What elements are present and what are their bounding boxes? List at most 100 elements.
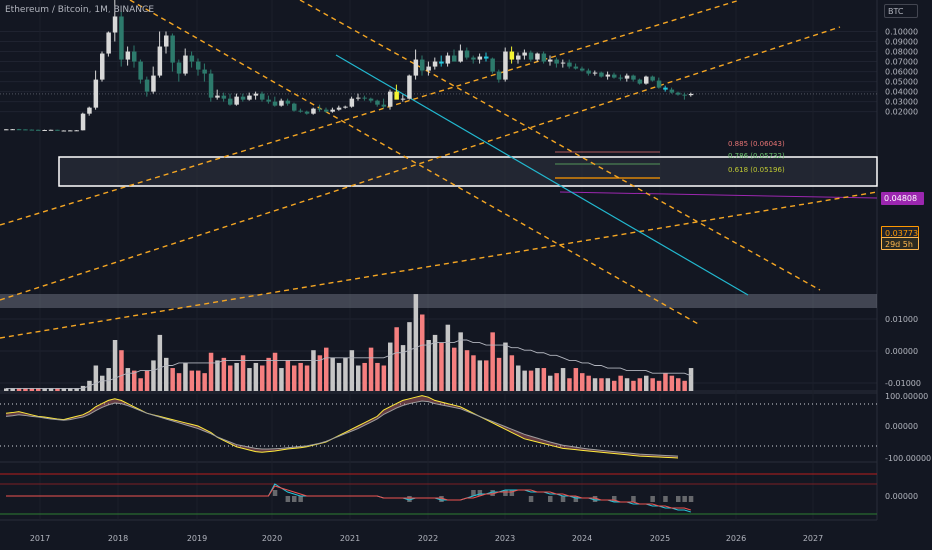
macd-hist-bar bbox=[471, 490, 476, 496]
candle-body bbox=[688, 93, 694, 96]
volume-bar bbox=[426, 340, 431, 391]
volume-bar bbox=[138, 378, 143, 391]
macd-hist-bar bbox=[528, 496, 534, 502]
y-tick-label: 100.00000 bbox=[885, 392, 928, 401]
volume-bar bbox=[304, 365, 310, 391]
currency-badge[interactable]: BTC bbox=[884, 4, 918, 18]
y-tick-label: 0.02000 bbox=[885, 108, 918, 117]
candle-body bbox=[516, 55, 521, 60]
volume-bar bbox=[381, 365, 387, 391]
candle-body bbox=[170, 35, 175, 63]
volume-bar bbox=[157, 334, 163, 391]
price-axis[interactable]: 0.100000.090000.080000.070000.060000.050… bbox=[885, 28, 931, 502]
volume-bar bbox=[656, 380, 662, 391]
candle-body bbox=[580, 68, 585, 71]
volume-bar bbox=[144, 370, 150, 391]
fib-label: 0.786 (0.05732) bbox=[728, 152, 785, 160]
volume-bar bbox=[292, 365, 297, 391]
x-tick-label: 2023 bbox=[495, 534, 515, 543]
candle-body bbox=[669, 89, 675, 93]
volume-bar bbox=[612, 380, 617, 391]
volume-bar bbox=[516, 365, 521, 391]
y-tick-label: 0.05000 bbox=[885, 78, 918, 87]
volume-bar bbox=[10, 388, 15, 391]
candle-body bbox=[330, 109, 335, 112]
current-price-tag: 0.03773 bbox=[881, 226, 919, 239]
x-tick-label: 2025 bbox=[650, 534, 670, 543]
volume-bar bbox=[55, 388, 60, 391]
candle-body bbox=[490, 58, 495, 72]
candle-body bbox=[362, 97, 367, 99]
candle-body bbox=[400, 98, 406, 100]
volume-bar bbox=[48, 388, 54, 391]
candle-body bbox=[484, 56, 489, 59]
volume-bar bbox=[183, 362, 188, 391]
macd-hist-bar bbox=[292, 496, 297, 502]
volume-bar bbox=[400, 345, 406, 391]
x-tick-label: 2019 bbox=[187, 534, 207, 543]
volume-bar bbox=[503, 342, 508, 391]
volume-bar bbox=[663, 373, 668, 391]
candle-body bbox=[61, 130, 67, 132]
volume-bar bbox=[125, 368, 131, 391]
candle-body bbox=[138, 61, 143, 80]
candle-body bbox=[279, 100, 284, 106]
macd-hist-bar bbox=[631, 496, 636, 502]
volume-bar bbox=[324, 347, 329, 391]
zones bbox=[0, 156, 878, 308]
x-tick-label: 2024 bbox=[572, 534, 592, 543]
volume-bar bbox=[349, 350, 355, 391]
fib-label: 0.885 (0.06043) bbox=[728, 140, 785, 148]
volume-bar bbox=[420, 314, 425, 391]
volume-bar bbox=[208, 352, 214, 391]
candle-body bbox=[260, 93, 265, 100]
volume-bar bbox=[253, 362, 259, 391]
volume-bar bbox=[669, 375, 675, 391]
candle-body bbox=[388, 91, 393, 107]
candle-body bbox=[10, 129, 15, 131]
y-tick-label: 0.07000 bbox=[885, 58, 918, 67]
volume-bar bbox=[688, 368, 694, 391]
volume-bar bbox=[592, 378, 598, 391]
time-axis[interactable]: 2017 2018 2019 2020 2021 2022 2023 2024 2025 2026… bbox=[30, 534, 823, 543]
candle-body bbox=[650, 76, 655, 81]
volume-bar bbox=[644, 375, 649, 391]
y-tick-label: 0.09000 bbox=[885, 38, 918, 47]
volume-bar bbox=[247, 368, 252, 391]
candle-body bbox=[298, 110, 303, 112]
x-tick-label: 2021 bbox=[340, 534, 360, 543]
volume-pane bbox=[4, 294, 694, 391]
y-tick-label: -0.01000 bbox=[885, 379, 921, 388]
volume-bar bbox=[330, 357, 335, 391]
x-tick-label: 2026 bbox=[726, 534, 746, 543]
candle-body bbox=[548, 59, 553, 62]
volume-bar bbox=[221, 357, 227, 391]
candle-body bbox=[605, 74, 611, 77]
candle-body bbox=[528, 52, 534, 60]
volume-bar bbox=[548, 375, 553, 391]
bar-countdown-tag: 29d 5h bbox=[881, 237, 919, 250]
volume-bar bbox=[560, 368, 566, 391]
down-trend-2 bbox=[129, 0, 701, 326]
candle-body bbox=[452, 55, 457, 62]
volume-bar bbox=[100, 375, 105, 391]
candle-body bbox=[48, 129, 54, 131]
candle-body bbox=[42, 129, 47, 131]
volume-bar bbox=[36, 388, 41, 391]
volume-bar bbox=[394, 327, 399, 391]
symbol-title[interactable]: Ethereum / Bitcoin, 1M, BINANCE bbox=[5, 5, 154, 15]
candle-body bbox=[560, 62, 566, 64]
candle-body bbox=[16, 129, 22, 131]
candle-body bbox=[132, 51, 137, 62]
candle-body bbox=[253, 93, 259, 96]
osc-line-1 bbox=[5, 395, 679, 459]
x-tick-label: 2027 bbox=[803, 534, 823, 543]
y-tick-label: 0.00000 bbox=[885, 492, 918, 501]
macd-hist-bar bbox=[509, 490, 515, 496]
candle-body bbox=[144, 79, 150, 92]
volume-bar bbox=[93, 365, 99, 391]
candle-body bbox=[112, 16, 118, 33]
resistance-zone bbox=[58, 156, 878, 187]
volume-bar bbox=[650, 378, 655, 391]
